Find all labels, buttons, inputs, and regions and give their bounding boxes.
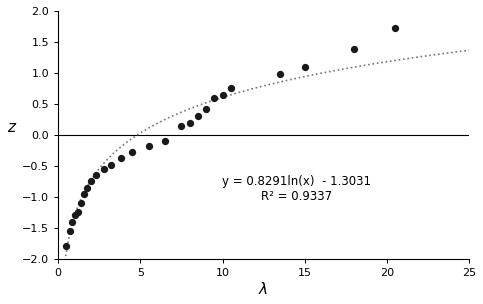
Point <box>301 64 309 69</box>
Point <box>80 191 87 196</box>
Point <box>68 219 76 224</box>
Point <box>276 72 284 77</box>
Point <box>391 26 399 31</box>
Point <box>63 244 71 249</box>
Point <box>350 47 358 52</box>
X-axis label: λ: λ <box>259 282 268 297</box>
Point <box>194 114 202 119</box>
Text: y = 0.8291ln(x)  - 1.3031
R² = 0.9337: y = 0.8291ln(x) - 1.3031 R² = 0.9337 <box>222 175 371 203</box>
Point <box>66 229 73 233</box>
Y-axis label: z: z <box>7 120 15 135</box>
Point <box>83 185 91 190</box>
Point <box>227 86 235 91</box>
Point <box>145 143 153 148</box>
Point <box>161 139 169 143</box>
Point <box>107 162 114 167</box>
Point <box>77 201 85 206</box>
Point <box>202 106 210 111</box>
Point <box>186 120 194 125</box>
Point <box>117 156 125 161</box>
Point <box>211 95 218 100</box>
Point <box>71 213 79 218</box>
Point <box>128 150 136 155</box>
Point <box>100 167 108 171</box>
Point <box>92 173 100 178</box>
Point <box>178 123 185 128</box>
Point <box>74 210 82 215</box>
Point <box>219 92 227 97</box>
Point <box>87 179 95 184</box>
